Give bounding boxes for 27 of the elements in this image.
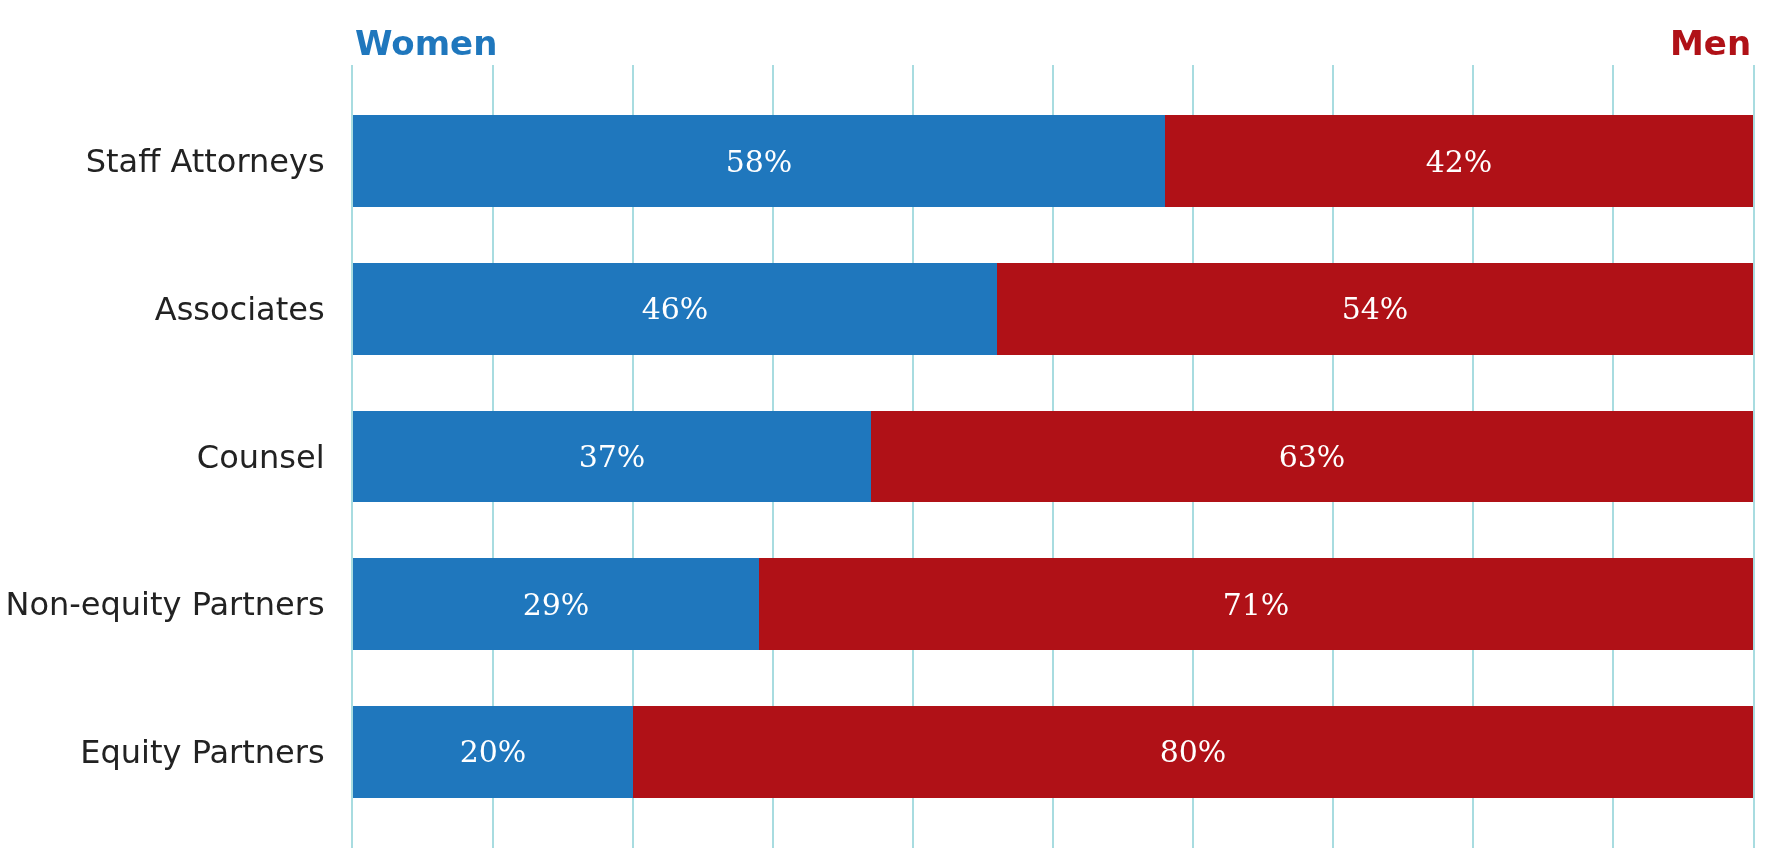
data-label: 46% [641, 291, 709, 327]
y-tick-label: Staff Attorneys [85, 142, 325, 181]
series-label: Women [355, 23, 498, 63]
y-tick-label: Associates [154, 289, 325, 328]
bar [871, 410, 1753, 503]
bar [353, 706, 633, 798]
bar [353, 262, 997, 355]
data-label: 80% [1159, 734, 1227, 770]
data-label: 71% [1222, 586, 1290, 622]
bar [353, 410, 871, 503]
bar [633, 706, 1753, 798]
data-label: 54% [1341, 291, 1409, 327]
data-label: 63% [1278, 439, 1346, 474]
bar [1165, 115, 1753, 207]
bar [353, 115, 1165, 207]
bar [353, 558, 759, 651]
series-label: Men [1670, 23, 1752, 63]
data-label: 58% [725, 143, 793, 179]
bar [759, 558, 1753, 651]
data-label: 29% [522, 586, 590, 622]
y-tick-label: Equity Partners [80, 733, 325, 772]
data-label: 20% [459, 734, 527, 770]
y-tick-label: Non-equity Partners [5, 585, 325, 624]
bar [997, 262, 1753, 355]
data-label: 37% [578, 439, 646, 474]
y-tick-label: Counsel [196, 437, 325, 476]
data-label: 42% [1425, 143, 1493, 179]
